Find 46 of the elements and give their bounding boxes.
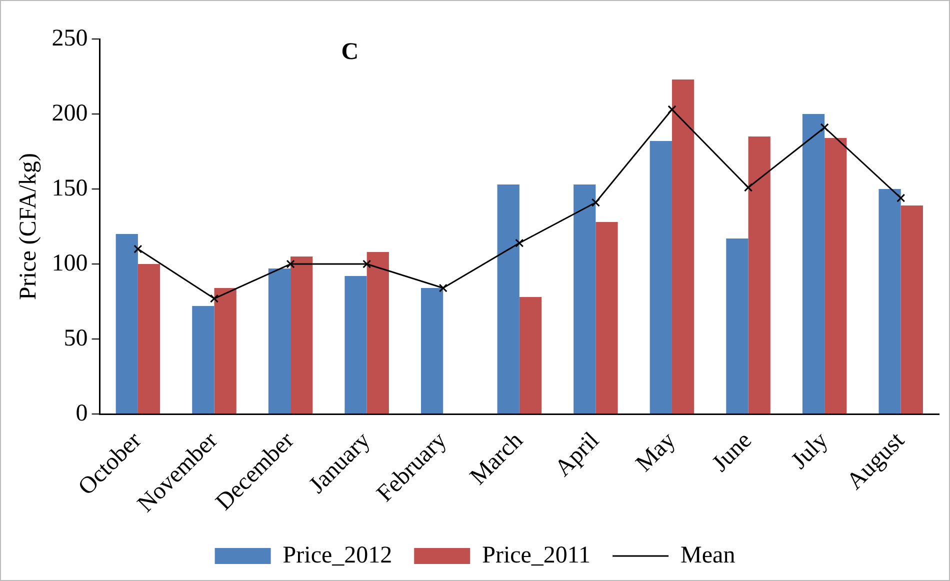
bar [726, 238, 748, 414]
y-tick-label: 200 [52, 100, 88, 126]
bar [497, 184, 520, 414]
bar [802, 114, 825, 414]
point [668, 105, 676, 114]
point [286, 260, 295, 268]
bar [672, 80, 694, 414]
point [515, 238, 524, 248]
y-tick-label: 100 [52, 250, 88, 276]
x-tick-label: July [786, 428, 834, 474]
bar [214, 288, 236, 414]
bar [650, 141, 672, 414]
legend-label: Price_2011 [482, 542, 591, 568]
bar [574, 184, 596, 414]
y-axis-title: Price (CFA/kg) [16, 153, 42, 300]
point [820, 123, 829, 132]
bar [900, 206, 923, 414]
point [438, 284, 448, 292]
x-tick-label: June [707, 428, 757, 477]
bar [290, 256, 313, 414]
y-tick-label: 150 [52, 175, 88, 202]
point [134, 244, 142, 254]
point [591, 198, 600, 207]
bar [519, 297, 542, 414]
bar [748, 136, 770, 414]
point [744, 183, 753, 192]
y-tick-label: 50 [64, 325, 88, 352]
bar [366, 252, 389, 414]
legend-label: Price_2012 [282, 542, 392, 568]
bar [116, 234, 138, 414]
x-tick-label: May [631, 428, 681, 477]
point [362, 260, 372, 268]
bar [824, 138, 847, 414]
y-tick-label: 250 [52, 25, 88, 52]
bar [596, 222, 618, 414]
y-tick-label: 0 [76, 400, 88, 426]
legend-label: Mean [680, 542, 736, 568]
bar [192, 306, 214, 414]
bar [138, 264, 160, 414]
bar [344, 276, 367, 414]
point [896, 194, 906, 202]
chart-title: C [341, 39, 359, 66]
bar [420, 288, 444, 414]
bar [268, 268, 291, 414]
bar [878, 189, 901, 414]
point [210, 294, 219, 303]
